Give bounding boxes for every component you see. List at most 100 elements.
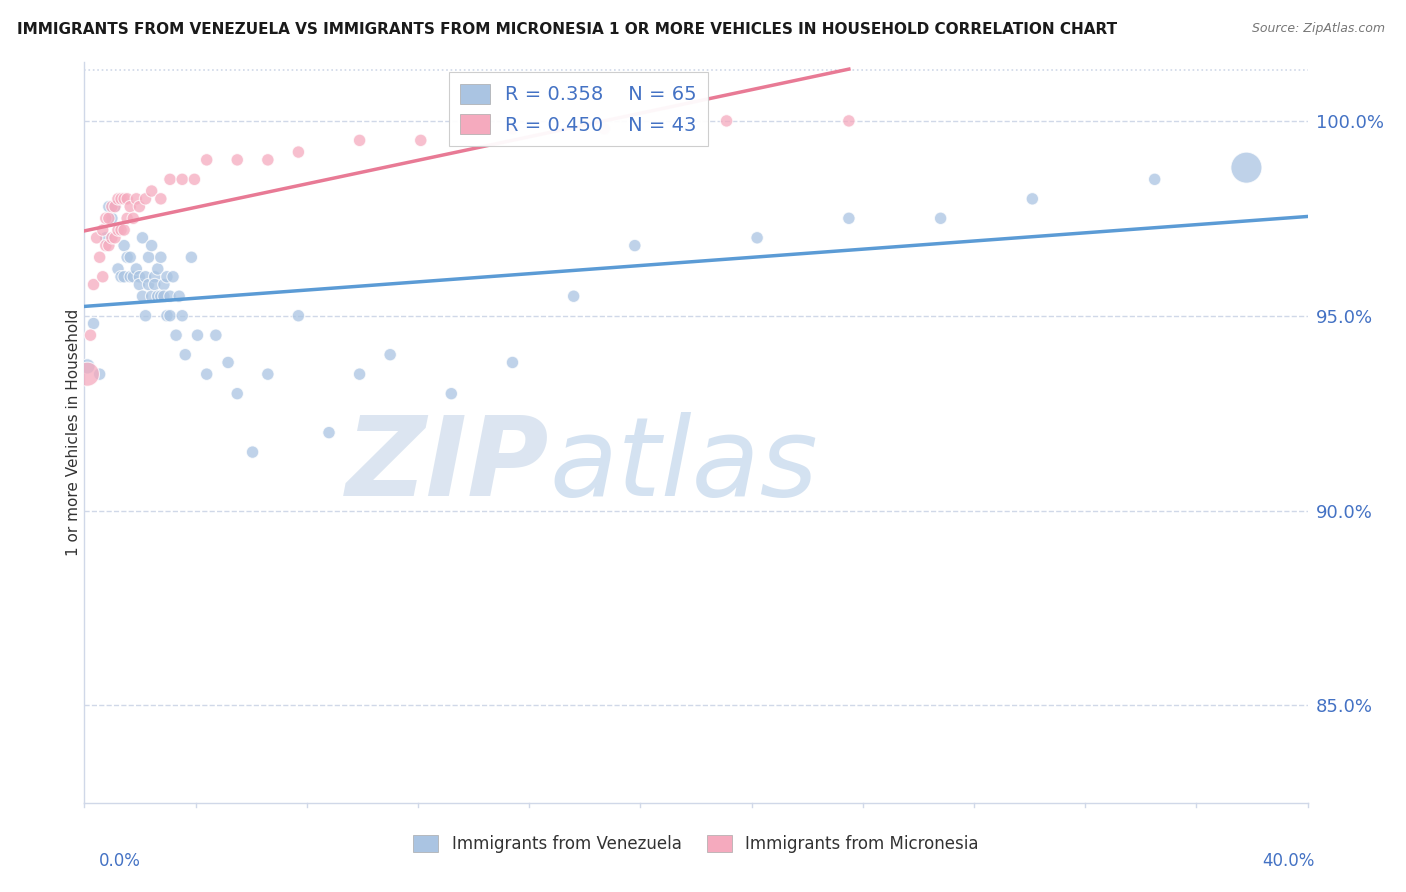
Point <box>94 231 117 245</box>
Point <box>1236 161 1258 175</box>
Point <box>120 269 142 284</box>
Point <box>89 250 111 264</box>
Point <box>112 238 135 252</box>
Point <box>186 328 208 343</box>
Point <box>104 200 127 214</box>
Point <box>110 192 132 206</box>
Point <box>838 114 860 128</box>
Point <box>242 445 264 459</box>
Point <box>131 231 153 245</box>
Point <box>838 211 860 226</box>
Point <box>97 238 120 252</box>
Point <box>94 211 117 226</box>
Point <box>91 269 114 284</box>
Text: atlas: atlas <box>550 412 818 519</box>
Point <box>929 211 952 226</box>
Point <box>101 211 124 226</box>
Point <box>76 367 98 381</box>
Point <box>86 231 108 245</box>
Point <box>149 250 172 264</box>
Point <box>97 200 120 214</box>
Point <box>380 348 402 362</box>
Point <box>128 200 150 214</box>
Point <box>195 153 218 167</box>
Point <box>112 269 135 284</box>
Point <box>138 277 160 292</box>
Point <box>110 269 132 284</box>
Text: Source: ZipAtlas.com: Source: ZipAtlas.com <box>1251 22 1385 36</box>
Point <box>502 121 524 136</box>
Point <box>135 192 157 206</box>
Point <box>83 317 105 331</box>
Point <box>159 172 181 186</box>
Point <box>101 231 124 245</box>
Point <box>1143 172 1166 186</box>
Point <box>120 200 142 214</box>
Text: 0.0%: 0.0% <box>98 852 141 870</box>
Point <box>97 211 120 226</box>
Point <box>115 250 138 264</box>
Y-axis label: 1 or more Vehicles in Household: 1 or more Vehicles in Household <box>66 309 80 557</box>
Point <box>120 250 142 264</box>
Point <box>107 192 129 206</box>
Legend: Immigrants from Venezuela, Immigrants from Micronesia: Immigrants from Venezuela, Immigrants fr… <box>405 826 987 861</box>
Point <box>226 386 249 401</box>
Point <box>112 192 135 206</box>
Text: 40.0%: 40.0% <box>1263 852 1315 870</box>
Point <box>156 309 179 323</box>
Point <box>172 309 194 323</box>
Point <box>83 277 105 292</box>
Point <box>409 133 432 147</box>
Point <box>110 223 132 237</box>
Point <box>156 269 179 284</box>
Point <box>143 269 166 284</box>
Point <box>115 211 138 226</box>
Point <box>172 172 194 186</box>
Point <box>115 192 138 206</box>
Point <box>440 386 463 401</box>
Point <box>141 289 163 303</box>
Point <box>89 367 111 381</box>
Point <box>128 269 150 284</box>
Point <box>141 184 163 198</box>
Point <box>101 200 124 214</box>
Point <box>349 133 371 147</box>
Point <box>149 192 172 206</box>
Point <box>716 114 738 128</box>
Point <box>226 153 249 167</box>
Point <box>195 367 218 381</box>
Point <box>562 289 585 303</box>
Point <box>287 145 309 159</box>
Point <box>162 269 184 284</box>
Point <box>205 328 228 343</box>
Point <box>287 309 309 323</box>
Point <box>104 200 127 214</box>
Point <box>747 231 769 245</box>
Point <box>153 289 176 303</box>
Point <box>159 289 181 303</box>
Point <box>135 309 157 323</box>
Point <box>180 250 202 264</box>
Text: ZIP: ZIP <box>346 412 550 519</box>
Point <box>94 238 117 252</box>
Point <box>257 367 280 381</box>
Point <box>143 277 166 292</box>
Point <box>183 172 205 186</box>
Point <box>217 355 239 369</box>
Point <box>128 277 150 292</box>
Point <box>122 211 145 226</box>
Point <box>135 269 157 284</box>
Text: IMMIGRANTS FROM VENEZUELA VS IMMIGRANTS FROM MICRONESIA 1 OR MORE VEHICLES IN HO: IMMIGRANTS FROM VENEZUELA VS IMMIGRANTS … <box>17 22 1116 37</box>
Point <box>138 250 160 264</box>
Point <box>79 328 101 343</box>
Point <box>149 289 172 303</box>
Point <box>153 277 176 292</box>
Point <box>349 367 371 381</box>
Point <box>122 269 145 284</box>
Point <box>593 121 616 136</box>
Point <box>165 328 187 343</box>
Point <box>76 359 98 374</box>
Point <box>125 262 148 277</box>
Point <box>159 309 181 323</box>
Point <box>91 223 114 237</box>
